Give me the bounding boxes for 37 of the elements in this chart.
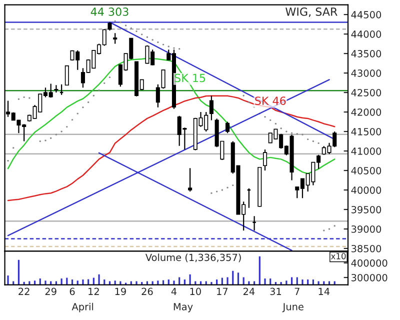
x-tick-label: 14 — [318, 288, 330, 295]
x-tick-label: 6 — [70, 288, 75, 296]
y-tick-label: 400000 — [351, 259, 388, 267]
x-tick-label: 17 — [217, 288, 228, 295]
x-tick-label: 7 — [294, 288, 300, 295]
x-tick-label: 12 — [88, 288, 99, 295]
x-tick-label: 26 — [142, 288, 153, 296]
annotation: 44 303 — [90, 8, 128, 16]
x-tick-label: 19 — [115, 288, 126, 296]
annotation: Volume (1,336,357) — [145, 254, 241, 262]
y-tick-label: 43500 — [351, 50, 382, 58]
y-tick-label: 41500 — [351, 128, 382, 136]
text: April — [72, 302, 94, 312]
x-tick-label: 22 — [18, 288, 30, 295]
y-tick-label: 38500 — [352, 244, 382, 252]
y-tick-label: 42500 — [351, 89, 382, 96]
annotation: x10 — [330, 253, 346, 260]
y-tick-label: 40500 — [351, 166, 382, 174]
y-tick-label: 42000 — [351, 108, 382, 116]
x-tick-label: 29 — [45, 288, 56, 296]
x-tick-label: 31 — [270, 288, 282, 296]
series-label: SK 46 — [255, 96, 286, 105]
y-tick-label: 41000 — [351, 147, 382, 155]
series-label: SK 15 — [174, 74, 206, 82]
y-tick-label: 43000 — [351, 70, 382, 77]
x-tick-label: 24 — [243, 288, 255, 295]
y-tick-label: 44500 — [351, 11, 382, 18]
x-tick-label: 10 — [190, 288, 201, 296]
y-tick-label: 39500 — [352, 206, 382, 214]
text: June — [282, 303, 304, 312]
chart-title: WIG, SAR — [286, 7, 338, 17]
y-tick-label: 39000 — [352, 225, 382, 233]
text: May — [174, 303, 193, 312]
y-tick-label: 300000 — [352, 274, 388, 282]
y-tick-label: 44000 — [351, 30, 382, 38]
y-tick-label: 40000 — [351, 186, 382, 194]
x-tick-label: 4 — [171, 288, 177, 295]
